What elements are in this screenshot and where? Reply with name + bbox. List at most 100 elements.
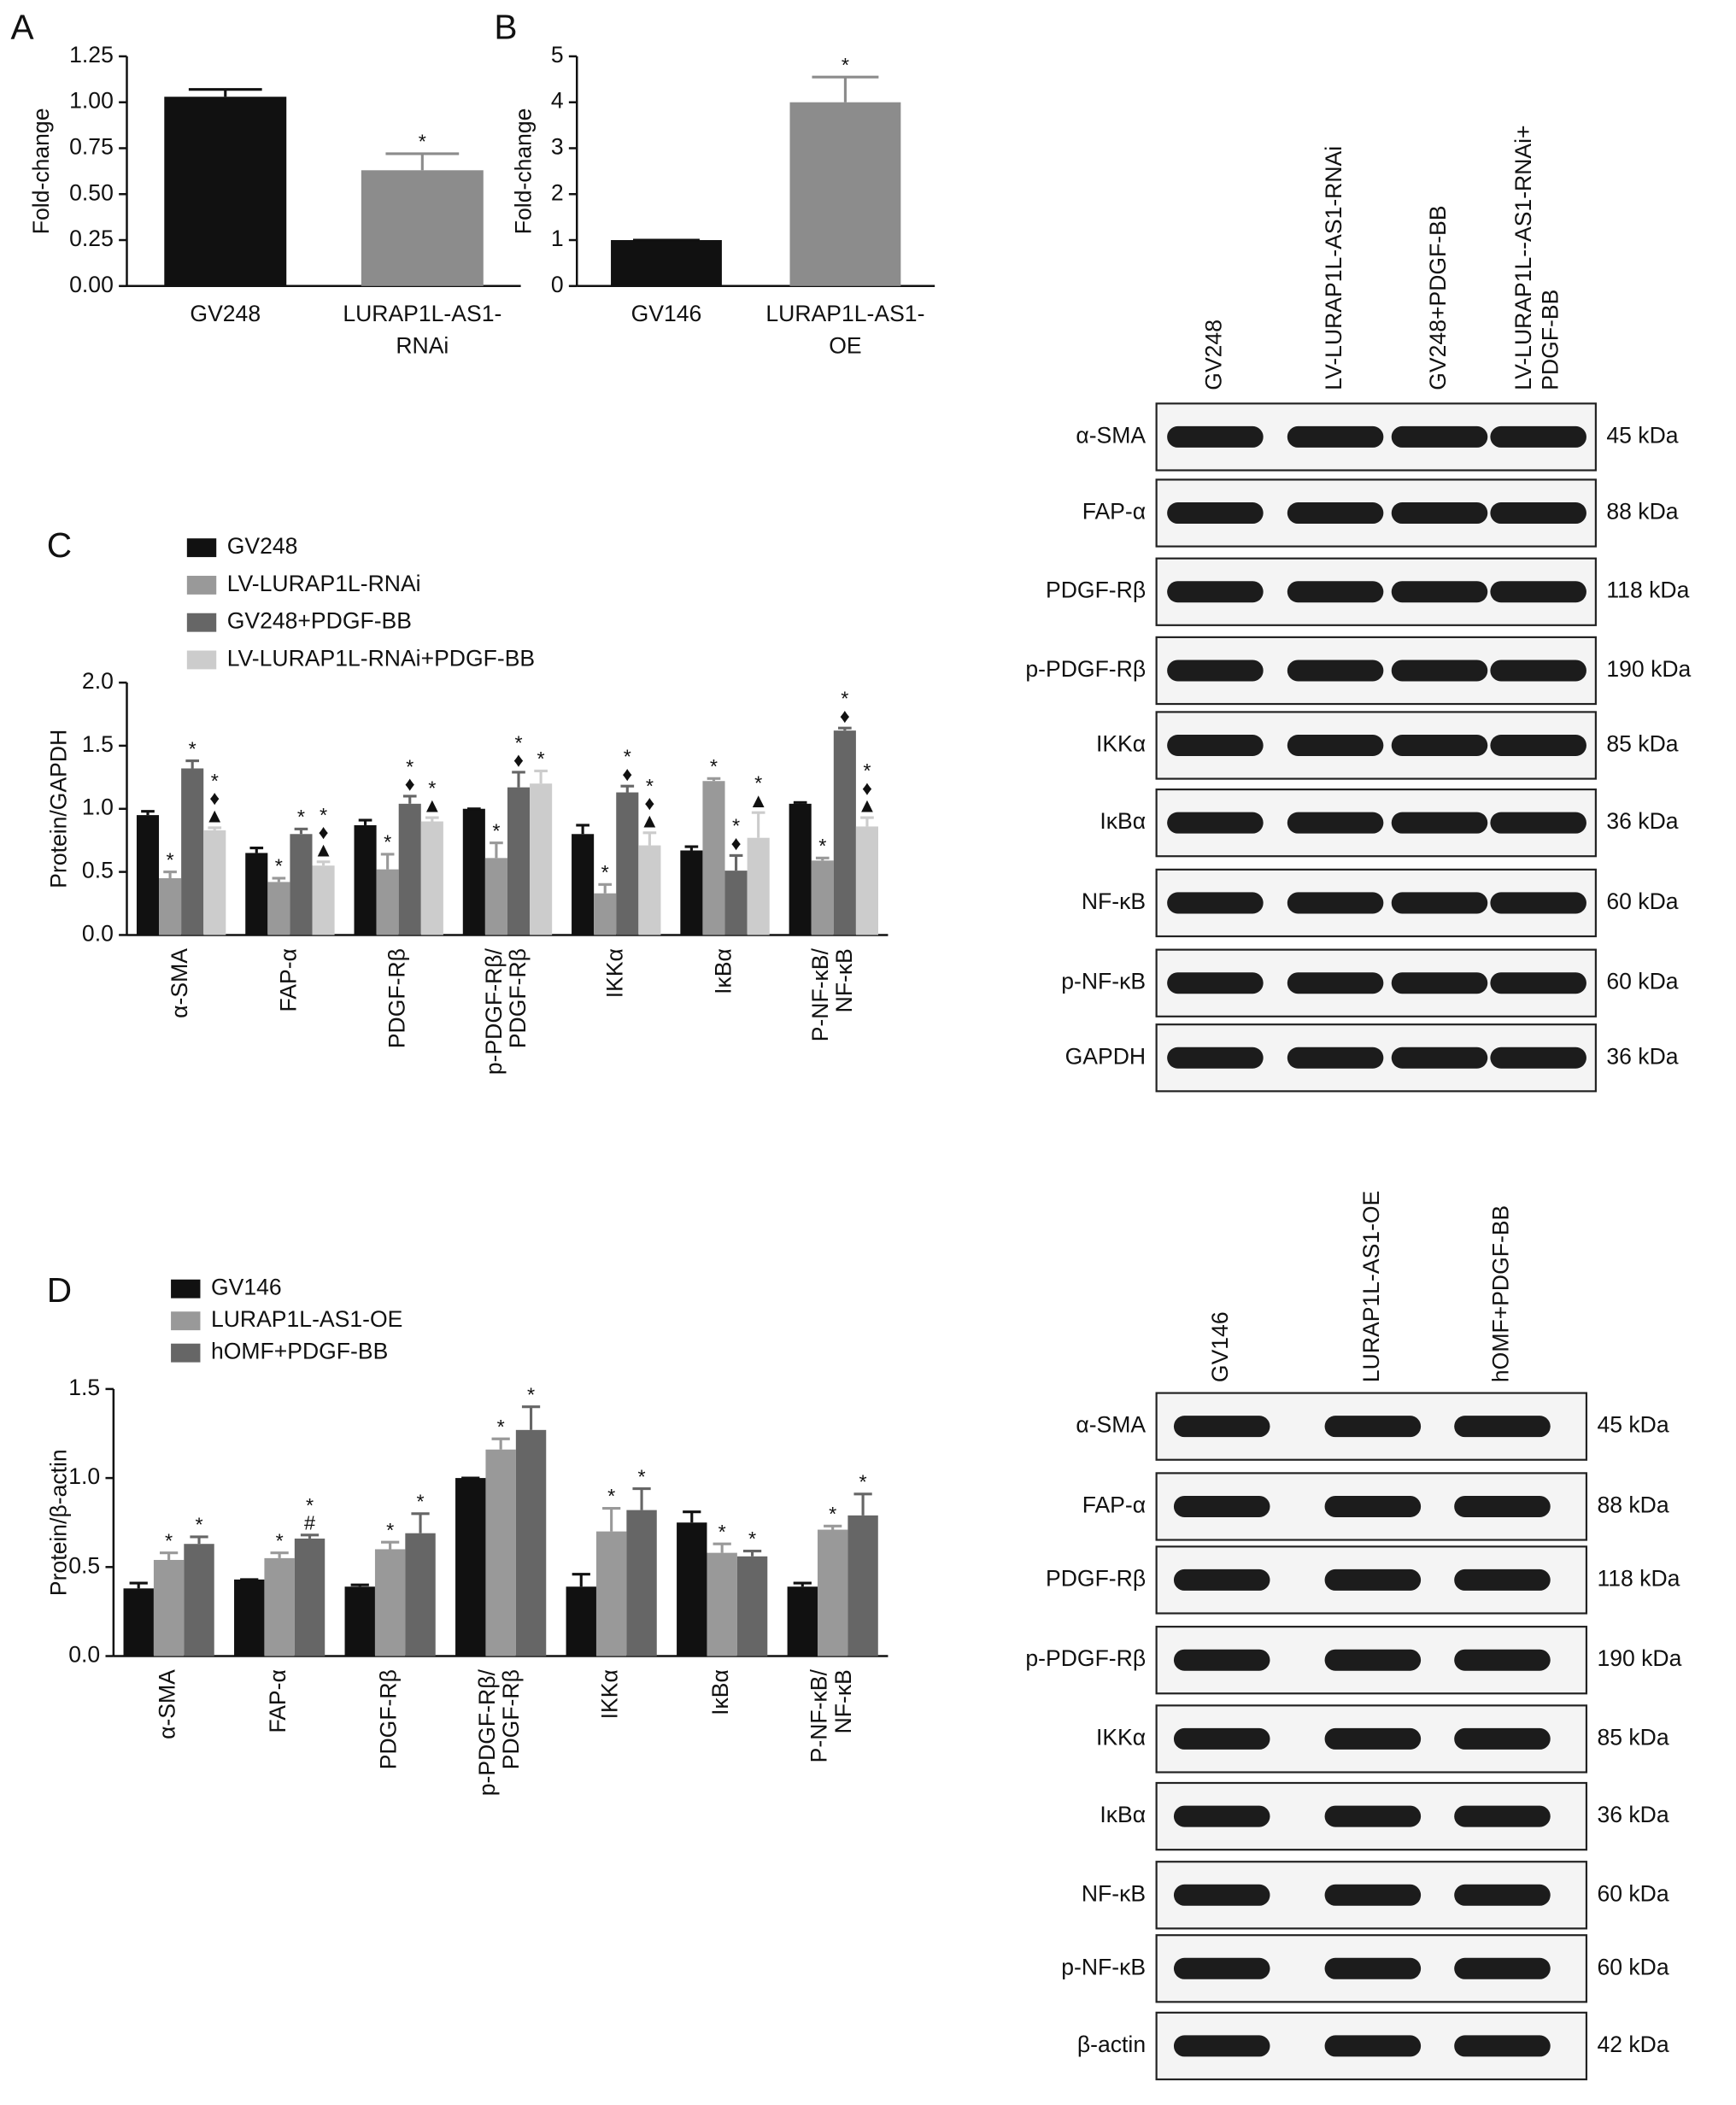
legend-label: GV248 bbox=[227, 533, 298, 559]
bar bbox=[203, 830, 226, 935]
x-tick-label: FAP-α bbox=[275, 948, 301, 1011]
band bbox=[1287, 502, 1384, 525]
band bbox=[1454, 1495, 1551, 1517]
significance-mark: # bbox=[304, 1511, 315, 1533]
y-tick-label: 1.0 bbox=[82, 795, 114, 820]
row-label: GAPDH bbox=[1065, 1043, 1146, 1069]
legend-label: LV-LURAP1L-RNAi bbox=[227, 571, 421, 596]
band bbox=[1454, 1957, 1551, 1979]
bar bbox=[736, 1556, 768, 1656]
significance-mark: * bbox=[167, 848, 174, 871]
y-tick-label: 0 bbox=[551, 272, 564, 297]
band bbox=[1167, 425, 1264, 448]
band bbox=[1391, 581, 1488, 603]
y-tick-label: 0.25 bbox=[69, 226, 114, 251]
band bbox=[1173, 1568, 1270, 1591]
band bbox=[1167, 660, 1264, 682]
band bbox=[1490, 581, 1586, 603]
bar bbox=[294, 1538, 326, 1656]
band bbox=[1391, 972, 1488, 994]
row-label: FAP-α bbox=[1082, 499, 1146, 525]
y-axis-label: Fold-change bbox=[28, 108, 54, 235]
y-tick-label: 1 bbox=[551, 226, 564, 251]
band bbox=[1490, 972, 1586, 994]
y-tick-label: 0.50 bbox=[69, 179, 114, 205]
bar bbox=[123, 1588, 154, 1656]
bar bbox=[833, 730, 856, 935]
row-label: IκBα bbox=[1100, 1802, 1146, 1827]
band bbox=[1167, 734, 1264, 756]
x-tick-label: P-NF-κB/ bbox=[806, 1669, 832, 1763]
bar bbox=[677, 1522, 707, 1656]
bar bbox=[455, 1478, 486, 1656]
bar bbox=[707, 1552, 737, 1656]
x-tick-label: P-NF-κB/ bbox=[807, 947, 833, 1041]
legend-label: LURAP1L-AS1-OE bbox=[211, 1306, 402, 1332]
band bbox=[1391, 1047, 1488, 1069]
significance-mark: * bbox=[275, 855, 283, 877]
x-tick-label: RNAi bbox=[396, 333, 449, 359]
bar bbox=[787, 1586, 818, 1656]
size-label: 85 kDa bbox=[1597, 1724, 1669, 1750]
band bbox=[1454, 1649, 1551, 1671]
legend-label: LV-LURAP1L-RNAi+PDGF-BB bbox=[227, 645, 535, 671]
x-tick-label: OE bbox=[829, 333, 861, 359]
bar bbox=[344, 1586, 375, 1656]
band bbox=[1391, 502, 1488, 525]
band bbox=[1454, 1568, 1551, 1591]
x-tick-label: PDGF-Rβ bbox=[384, 948, 410, 1048]
band bbox=[1167, 892, 1264, 914]
bar bbox=[638, 845, 661, 935]
bar bbox=[398, 803, 421, 935]
lane-label: PDGF-BB bbox=[1537, 290, 1563, 390]
row-label: α-SMA bbox=[1076, 1412, 1146, 1438]
bar bbox=[376, 869, 399, 935]
row-label: IκBα bbox=[1100, 808, 1146, 834]
y-axis-label: Fold-change bbox=[510, 108, 536, 235]
bar bbox=[267, 882, 290, 935]
band bbox=[1173, 2035, 1270, 2057]
significance-mark: * bbox=[748, 1527, 756, 1550]
band bbox=[1167, 972, 1264, 994]
size-label: 60 kDa bbox=[1597, 1880, 1669, 1906]
y-tick-label: 5 bbox=[551, 42, 564, 67]
x-tick-label: p-PDGF-Rβ/ bbox=[474, 1669, 500, 1797]
size-label: 190 kDa bbox=[1597, 1645, 1681, 1671]
bar bbox=[153, 1559, 185, 1656]
band bbox=[1173, 1884, 1270, 1906]
band bbox=[1490, 502, 1586, 525]
size-label: 36 kDa bbox=[1606, 808, 1678, 834]
significance-mark: * bbox=[537, 748, 545, 770]
bar bbox=[611, 240, 722, 286]
x-tick-label: GV248 bbox=[190, 301, 261, 326]
size-label: 45 kDa bbox=[1597, 1412, 1669, 1438]
legend-swatch bbox=[186, 613, 217, 632]
legend-swatch bbox=[171, 1311, 201, 1331]
size-label: 88 kDa bbox=[1606, 499, 1678, 525]
band bbox=[1490, 660, 1586, 682]
x-tick-label: PDGF-Rβ bbox=[498, 1669, 524, 1769]
row-label: p-PDGF-Rβ bbox=[1025, 1645, 1146, 1671]
band bbox=[1287, 972, 1384, 994]
x-tick-label: NF-κB bbox=[830, 1669, 856, 1733]
lane-label: LV-LURAP1L--AS1-RNAi+ bbox=[1510, 125, 1536, 390]
band bbox=[1324, 1884, 1422, 1906]
legend-label: hOMF+PDGF-BB bbox=[211, 1339, 388, 1364]
band bbox=[1324, 1805, 1422, 1827]
band bbox=[1454, 1805, 1551, 1827]
significance-mark: * bbox=[320, 804, 327, 826]
lane-label: hOMF+PDGF-BB bbox=[1487, 1205, 1513, 1382]
x-tick-label: α-SMA bbox=[167, 948, 192, 1018]
significance-mark: ▲ bbox=[205, 805, 225, 827]
band bbox=[1391, 660, 1488, 682]
x-tick-label: PDGF-Rβ bbox=[376, 1669, 402, 1769]
band bbox=[1324, 1649, 1422, 1671]
bar bbox=[789, 803, 812, 935]
significance-mark: ▲ bbox=[857, 795, 877, 817]
row-label: PDGF-Rβ bbox=[1046, 1565, 1146, 1591]
x-tick-label: LURAP1L-AS1- bbox=[765, 301, 924, 326]
band bbox=[1490, 425, 1586, 448]
y-tick-label: 1.5 bbox=[82, 731, 114, 757]
x-tick-label: IKKα bbox=[597, 1669, 623, 1719]
band bbox=[1173, 1416, 1270, 1438]
